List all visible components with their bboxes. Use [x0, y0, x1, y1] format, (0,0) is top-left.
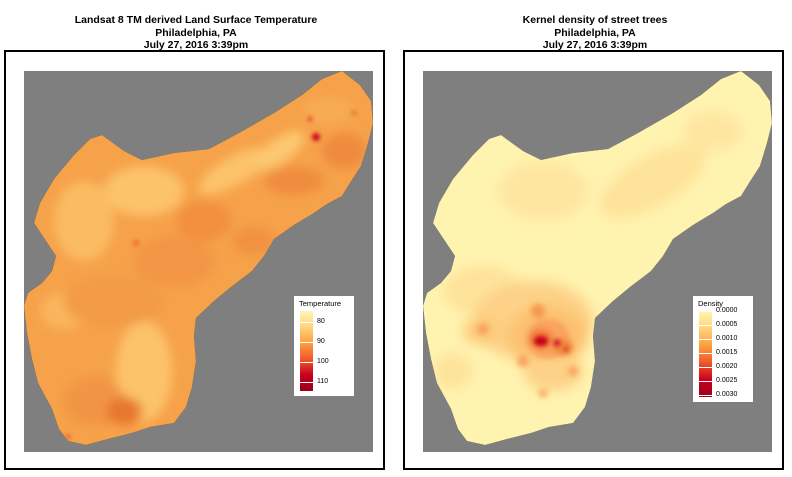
- density-legend: Density 0.0000 0.0005 0.0010 0.0015 0.00…: [693, 296, 753, 402]
- density-legend-colorbar: [699, 311, 712, 397]
- density-map-plot: Density 0.0000 0.0005 0.0010 0.0015 0.00…: [423, 71, 772, 452]
- lst-map-plot: Temperature 80 90 100 110: [24, 71, 373, 452]
- density-legend-tickmark: [699, 381, 712, 382]
- lst-map-title: Landsat 8 TM derived Land Surface Temper…: [0, 14, 392, 52]
- density-legend-tick-label: 0.0010: [716, 335, 738, 342]
- density-legend-tick-label: 0.0000: [716, 307, 738, 314]
- density-map-frame: Density 0.0000 0.0005 0.0010 0.0015 0.00…: [403, 50, 784, 470]
- lst-legend: Temperature 80 90 100 110: [294, 296, 354, 396]
- lst-title-line-3: July 27, 2016 3:39pm: [143, 39, 249, 51]
- density-legend-tickmark: [699, 339, 712, 340]
- density-title-line-3: July 27, 2016 3:39pm: [542, 39, 648, 51]
- lst-panel: Landsat 8 TM derived Land Surface Temper…: [0, 0, 392, 477]
- lst-title-line-1: Landsat 8 TM derived Land Surface Temper…: [74, 14, 318, 26]
- density-legend-tickmark: [699, 325, 712, 326]
- density-legend-tickmark: [699, 367, 712, 368]
- lst-legend-tickmark: [300, 322, 313, 323]
- density-legend-tickmark: [699, 311, 712, 312]
- density-map-title: Kernel density of street trees Philadelp…: [399, 14, 791, 52]
- density-legend-tick-label: 0.0025: [716, 377, 738, 384]
- density-title-line-1: Kernel density of street trees: [522, 14, 668, 26]
- lst-legend-colorbar: [300, 311, 313, 391]
- lst-legend-tick-label: 100: [317, 358, 329, 365]
- lst-map-frame: Temperature 80 90 100 110: [4, 50, 385, 470]
- lst-legend-tickmark: [300, 342, 313, 343]
- density-legend-title: Density: [698, 299, 724, 308]
- lst-title-line-2: Philadelphia, PA: [155, 26, 237, 39]
- density-legend-tick-label: 0.0030: [716, 391, 738, 398]
- density-legend-tickmark: [699, 353, 712, 354]
- density-legend-tickmark: [699, 395, 712, 396]
- lst-legend-tick-label: 80: [317, 318, 325, 325]
- lst-legend-tick-label: 110: [317, 378, 329, 385]
- lst-legend-tick-label: 90: [317, 338, 325, 345]
- lst-legend-tickmark: [300, 362, 313, 363]
- density-legend-tick-label: 0.0005: [716, 321, 738, 328]
- density-title-line-2: Philadelphia, PA: [554, 26, 636, 39]
- lst-legend-title: Temperature: [299, 299, 342, 308]
- tree-density-panel: Kernel density of street trees Philadelp…: [399, 0, 791, 477]
- lst-legend-tickmark: [300, 382, 313, 383]
- density-legend-tick-label: 0.0015: [716, 349, 738, 356]
- density-legend-tick-label: 0.0020: [716, 363, 738, 370]
